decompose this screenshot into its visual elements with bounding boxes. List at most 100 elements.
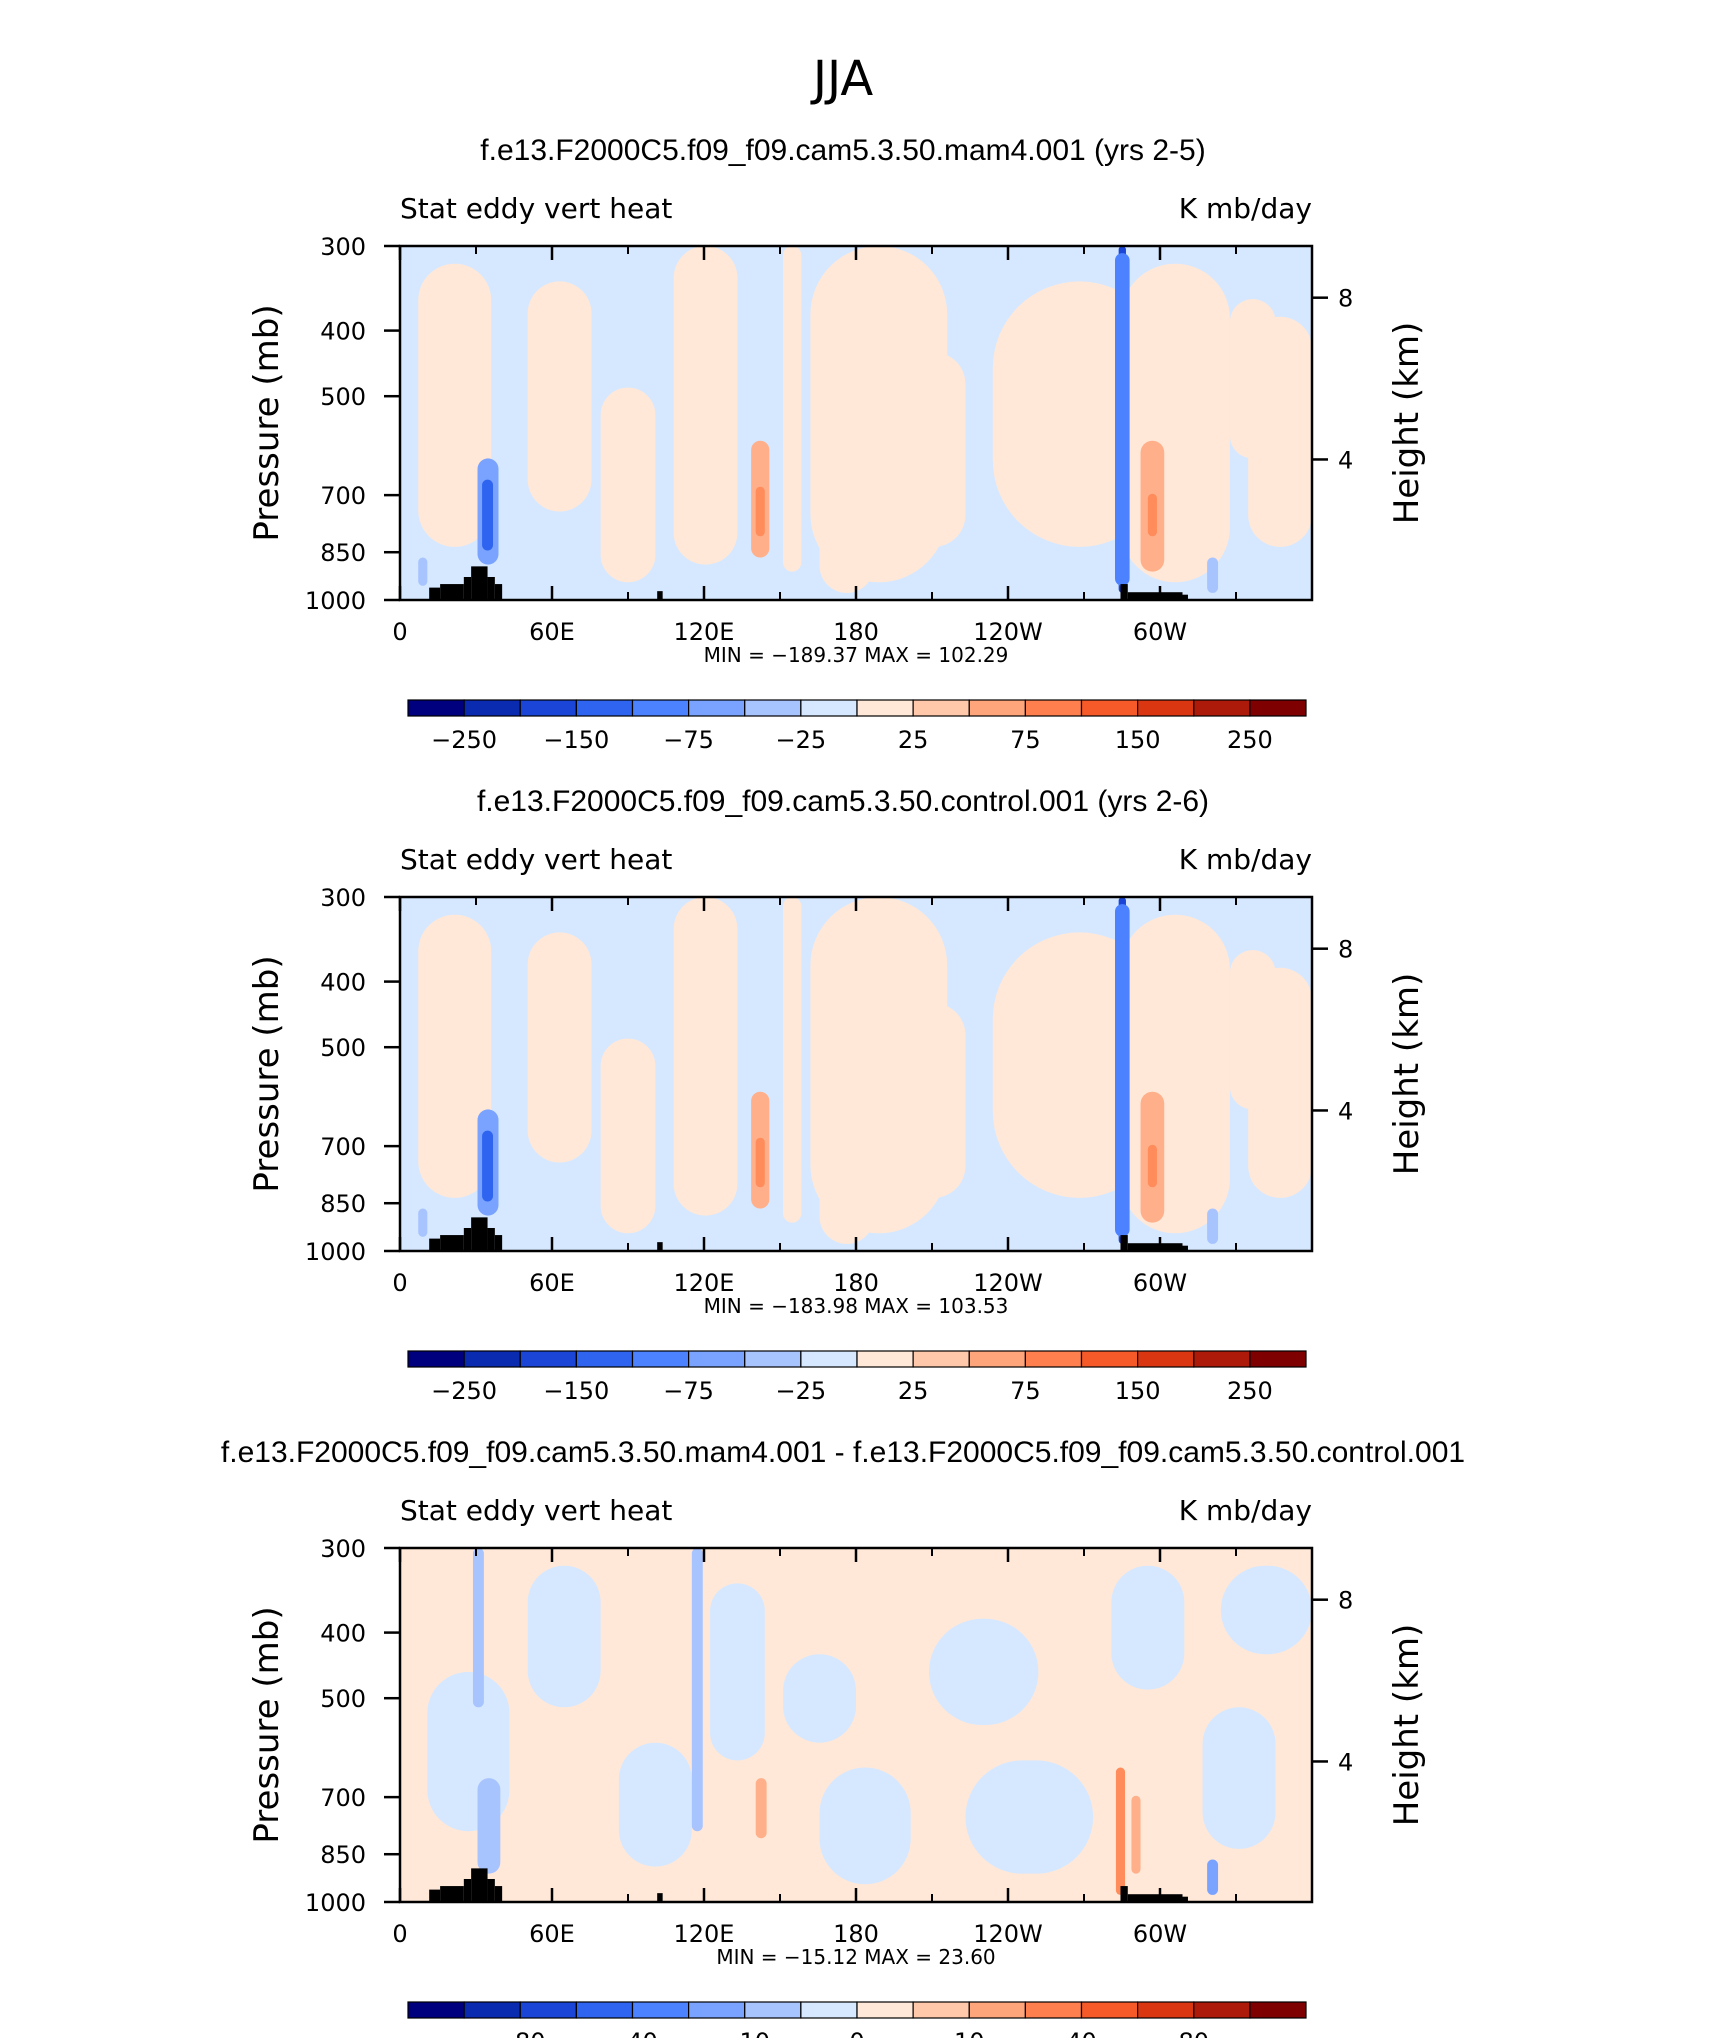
colorbar-box <box>912 1350 970 1368</box>
colorbar-box <box>463 1350 521 1368</box>
colorbar-box <box>1080 699 1139 717</box>
colorbar-box <box>800 1350 858 1368</box>
colorbar-box <box>519 2001 577 2019</box>
topography <box>1120 584 1128 600</box>
colorbar-label: −150 <box>543 1377 609 1405</box>
x-tick-label: 0 <box>392 1269 407 1297</box>
contour-region <box>755 486 765 537</box>
contour-region <box>928 1618 1039 1725</box>
panel-units: K mb/day <box>1179 192 1312 225</box>
y-tick-label: 500 <box>320 383 366 411</box>
colorbar-label: −150 <box>543 726 609 754</box>
colorbar-label: −250 <box>431 726 497 754</box>
x-tick-label: 0 <box>392 1920 407 1948</box>
colorbar-box <box>1193 1350 1251 1368</box>
colorbar-box <box>1137 699 1195 717</box>
min-max-stats: MIN = −15.12 MAX = 23.60 <box>716 1945 995 1969</box>
x-tick-label: 120W <box>973 618 1043 646</box>
y-axis-label: Pressure (mb) <box>247 1606 287 1843</box>
panel-units: K mb/day <box>1179 843 1312 876</box>
topography <box>463 1227 472 1251</box>
contour-region <box>1248 316 1312 547</box>
colorbar-box <box>800 2001 858 2019</box>
contour-region <box>819 1109 875 1244</box>
contour-region <box>1120 263 1230 583</box>
colorbar-box <box>463 699 521 717</box>
colorbar-box <box>912 699 970 717</box>
y-tick-label: 400 <box>320 318 366 346</box>
colorbar-box <box>1024 2001 1083 2019</box>
colorbar-box <box>1193 2001 1251 2019</box>
topography <box>1120 1886 1128 1902</box>
y2-tick-label: 4 <box>1338 1748 1353 1776</box>
contour-region <box>527 932 592 1163</box>
panel-left-string: Stat eddy vert heat <box>400 192 672 225</box>
panel-1: f.e13.F2000C5.f09_f09.cam5.3.50.mam4.001… <box>247 134 1427 754</box>
topography <box>657 1242 663 1251</box>
topography <box>494 1886 503 1902</box>
colorbar-box <box>744 699 802 717</box>
topography <box>1182 1245 1188 1251</box>
x-tick-label: 120E <box>674 618 735 646</box>
contour-region <box>1111 1565 1185 1690</box>
contour-region <box>418 914 492 1198</box>
topography <box>487 1878 495 1902</box>
colorbar-label: −80 <box>495 2028 546 2038</box>
contour-region <box>691 1548 703 1832</box>
colorbar-box <box>856 699 914 717</box>
topography <box>1127 1894 1183 1902</box>
contour-region <box>819 1767 911 1885</box>
x-tick-label: 0 <box>392 618 407 646</box>
contour-region <box>600 387 656 583</box>
topography <box>1127 592 1183 600</box>
x-tick-label: 60W <box>1133 1920 1187 1948</box>
x-tick-label: 60W <box>1133 1269 1187 1297</box>
y2-axis-label: Height (km) <box>1387 1624 1427 1827</box>
contour-region <box>783 246 802 572</box>
x-tick-label: 120E <box>674 1920 735 1948</box>
colorbar-box <box>519 1350 577 1368</box>
contour-region <box>1115 1767 1126 1895</box>
colorbar-label: 75 <box>1010 726 1041 754</box>
colorbar-box <box>968 699 1026 717</box>
contour-region <box>1207 557 1219 593</box>
contour-region <box>527 1565 601 1708</box>
contour-region <box>618 1742 692 1867</box>
colorbar-box <box>856 1350 914 1368</box>
x-tick-label: 60E <box>529 1920 575 1948</box>
contour-region <box>819 458 875 593</box>
figure-title: JJA <box>810 51 873 107</box>
topography <box>1120 1235 1128 1251</box>
topography <box>494 1235 503 1251</box>
contour-region <box>710 1583 765 1761</box>
colorbar-box <box>688 2001 746 2019</box>
contour-region <box>600 1038 656 1234</box>
contour-region <box>1115 904 1130 1237</box>
colorbar-label: −75 <box>663 1377 714 1405</box>
y-tick-label: 700 <box>320 482 366 510</box>
colorbar-box <box>688 1350 746 1368</box>
colorbar-box <box>463 2001 521 2019</box>
colorbar-label: −250 <box>431 1377 497 1405</box>
panel-left-string: Stat eddy vert heat <box>400 843 672 876</box>
y2-axis-label: Height (km) <box>1387 322 1427 525</box>
y-tick-label: 300 <box>320 884 366 912</box>
colorbar-box <box>744 1350 802 1368</box>
colorbar-box <box>1249 2001 1307 2019</box>
colorbar-box <box>744 2001 802 2019</box>
topography <box>494 584 503 600</box>
colorbar-label: 40 <box>1066 2028 1097 2038</box>
contour-fill-group <box>418 246 1312 600</box>
contour-region <box>783 897 802 1223</box>
colorbar-label: −25 <box>776 726 827 754</box>
topography <box>440 584 464 600</box>
x-tick-label: 120W <box>973 1269 1043 1297</box>
colorbar-label: −40 <box>607 2028 658 2038</box>
contour-region <box>673 897 738 1216</box>
colorbar-box <box>800 699 858 717</box>
topography <box>463 1878 472 1902</box>
contour-fill-group <box>427 1548 1312 1902</box>
topography <box>487 1227 495 1251</box>
colorbar-box <box>1080 1350 1139 1368</box>
colorbar-box <box>1024 699 1083 717</box>
